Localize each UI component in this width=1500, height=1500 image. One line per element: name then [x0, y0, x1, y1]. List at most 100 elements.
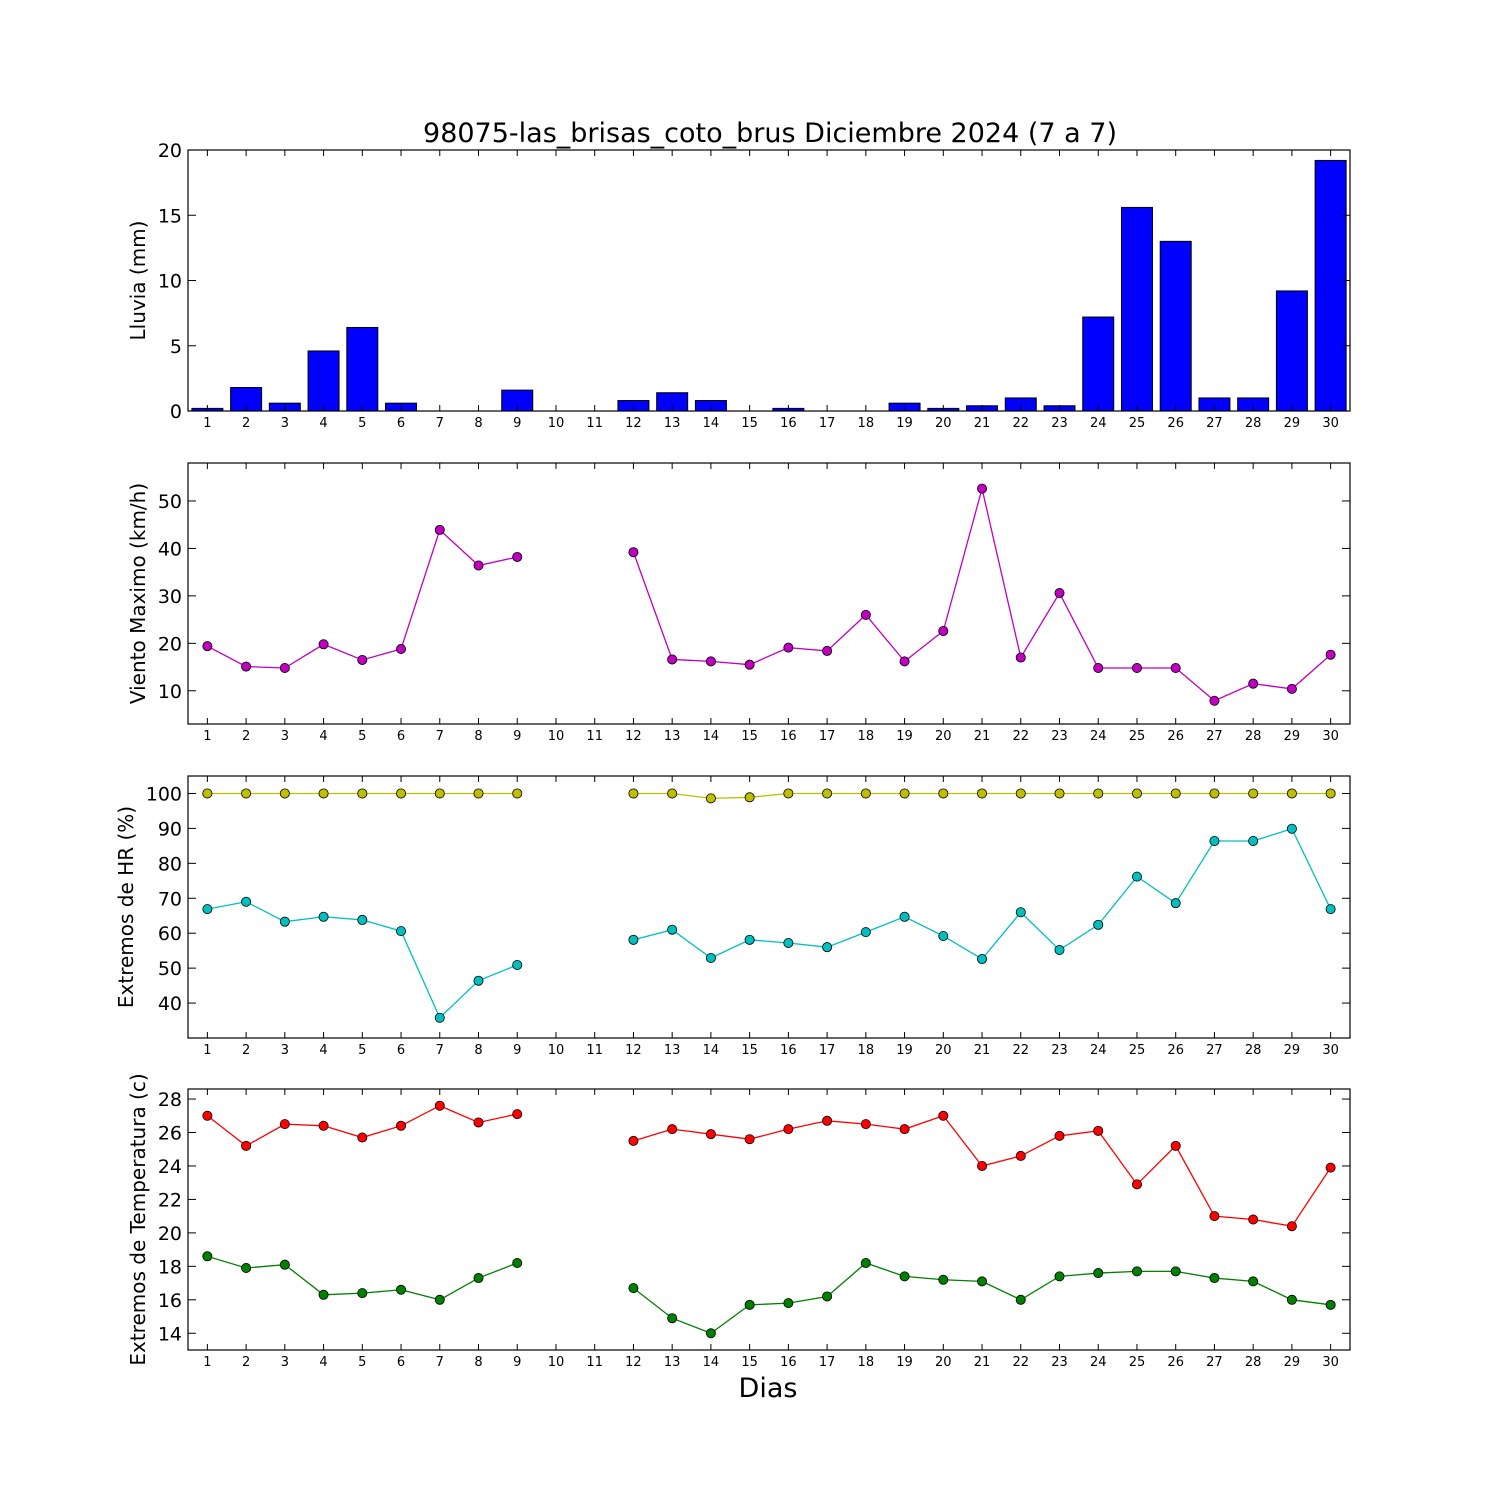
y-tick-label-70: 70	[158, 888, 182, 910]
series-1-point-day-4	[318, 788, 329, 799]
series-2-point-day-2	[241, 1263, 252, 1274]
series-2-point-day-21	[977, 954, 988, 965]
bar-day-25	[1120, 206, 1153, 412]
x-tick-label-1: 1	[203, 416, 211, 431]
x-tick-label-16: 16	[780, 1043, 797, 1058]
x-tick-label-10: 10	[548, 729, 565, 744]
y-axis-label-panel-4: Extremos de Temperatura (c)	[126, 1073, 150, 1365]
series-2-point-day-7	[434, 1012, 445, 1023]
series-1-point-day-2	[241, 788, 252, 799]
series-1-point-day-25	[1131, 788, 1142, 799]
series-1-point-day-18	[860, 609, 871, 620]
x-tick-label-29: 29	[1284, 729, 1301, 744]
x-tick-label-1: 1	[203, 729, 211, 744]
panel-2: 1 2 3 4 5 6 7 8 9 10 11 12 13 14 15 16 17 18 19 20 21 22 23 24 2…	[126, 462, 1351, 744]
chart-title: 98075-las_brisas_coto_brus Diciembre 202…	[423, 118, 1117, 149]
x-tick-label-15: 15	[741, 416, 758, 431]
series-2-point-day-29	[1286, 823, 1297, 834]
y-tick-label-50: 50	[158, 958, 182, 980]
series-2-point-day-23	[1054, 944, 1065, 955]
x-tick-label-23: 23	[1051, 1043, 1068, 1058]
series-2-point-day-27	[1209, 835, 1220, 846]
x-tick-label-11: 11	[586, 729, 603, 744]
series-1-point-day-17	[822, 1115, 833, 1126]
series-2-point-day-14	[705, 1328, 716, 1339]
series-1-point-day-21	[977, 483, 988, 494]
x-tick-label-9: 9	[513, 729, 521, 744]
series-1-point-day-21	[977, 1160, 988, 1171]
series-1-point-day-17	[822, 788, 833, 799]
x-tick-label-3: 3	[281, 416, 289, 431]
series-2-point-day-26	[1170, 898, 1181, 909]
x-tick-label-20: 20	[935, 1355, 952, 1370]
x-tick-label-16: 16	[780, 1355, 797, 1370]
series-1-point-day-22	[1015, 788, 1026, 799]
series-2-point-day-21	[977, 1276, 988, 1287]
series-1-point-day-29	[1286, 788, 1297, 799]
x-tick-label-20: 20	[935, 416, 952, 431]
x-tick-label-22: 22	[1012, 729, 1029, 744]
series-1-point-day-18	[860, 788, 871, 799]
x-tick-label-13: 13	[664, 1355, 681, 1370]
x-tick-label-12: 12	[625, 1355, 642, 1370]
series-2-point-day-25	[1131, 871, 1142, 882]
series-2-point-day-12	[628, 934, 639, 945]
x-tick-label-6: 6	[397, 416, 405, 431]
series-1-point-day-13	[667, 1124, 678, 1135]
series-2-point-day-5	[357, 914, 368, 925]
x-tick-label-27: 27	[1206, 1355, 1223, 1370]
x-tick-label-10: 10	[548, 416, 565, 431]
series-1-point-day-26	[1170, 663, 1181, 674]
x-tick-label-1: 1	[203, 1355, 211, 1370]
series-1-point-day-7	[434, 524, 445, 535]
x-tick-label-30: 30	[1322, 1043, 1339, 1058]
x-tick-label-13: 13	[664, 729, 681, 744]
series-1-point-day-8	[473, 788, 484, 799]
x-tick-label-5: 5	[358, 1355, 366, 1370]
x-tick-label-11: 11	[586, 1355, 603, 1370]
x-tick-label-12: 12	[625, 416, 642, 431]
series-2-point-day-3	[279, 1259, 290, 1270]
series-1-point-day-5	[357, 654, 368, 665]
series-2-point-day-6	[396, 926, 407, 937]
series-2-point-day-30	[1325, 1299, 1336, 1310]
x-tick-label-25: 25	[1129, 416, 1146, 431]
bar-day-4	[307, 350, 340, 412]
x-tick-label-2: 2	[242, 416, 250, 431]
x-tick-label-14: 14	[703, 416, 720, 431]
series-1-point-day-20	[938, 1110, 949, 1121]
x-tick-label-7: 7	[436, 729, 444, 744]
x-tick-label-2: 2	[242, 729, 250, 744]
bar-day-5	[346, 326, 379, 412]
panel-3-frame	[187, 775, 1351, 1039]
x-tick-label-28: 28	[1245, 1043, 1262, 1058]
series-1-point-day-9	[512, 788, 523, 799]
series-1-point-day-13	[667, 788, 678, 799]
x-tick-label-24: 24	[1090, 729, 1107, 744]
x-tick-label-21: 21	[974, 1355, 991, 1370]
x-tick-label-15: 15	[741, 1043, 758, 1058]
series-1-point-day-27	[1209, 1211, 1220, 1222]
series-2-point-day-2	[241, 896, 252, 907]
series-1-point-day-23	[1054, 1130, 1065, 1141]
y-tick-label-28: 28	[158, 1089, 182, 1111]
x-tick-label-17: 17	[819, 729, 836, 744]
y-tick-label-40: 40	[158, 993, 182, 1015]
x-tick-label-29: 29	[1284, 1355, 1301, 1370]
y-tick-label-20: 20	[158, 140, 182, 162]
series-2-point-day-8	[473, 975, 484, 986]
series-1-point-day-17	[822, 645, 833, 656]
series-2-point-day-20	[938, 1274, 949, 1285]
x-tick-label-22: 22	[1012, 1355, 1029, 1370]
series-1-point-day-28	[1248, 678, 1259, 689]
series-1-point-day-19	[899, 656, 910, 667]
panel-4: 1 2 3 4 5 6 7 8 9 10 11 12 13 14 15 16 17 18 19 20 21 22 23 24 2…	[126, 1073, 1351, 1370]
series-1-point-day-22	[1015, 652, 1026, 663]
x-tick-label-28: 28	[1245, 729, 1262, 744]
series-1-point-day-12	[628, 1135, 639, 1146]
series-1-point-day-16	[783, 788, 794, 799]
series-2-point-day-4	[318, 1289, 329, 1300]
x-tick-label-30: 30	[1322, 1355, 1339, 1370]
x-tick-label-14: 14	[703, 1043, 720, 1058]
x-tick-label-24: 24	[1090, 1043, 1107, 1058]
